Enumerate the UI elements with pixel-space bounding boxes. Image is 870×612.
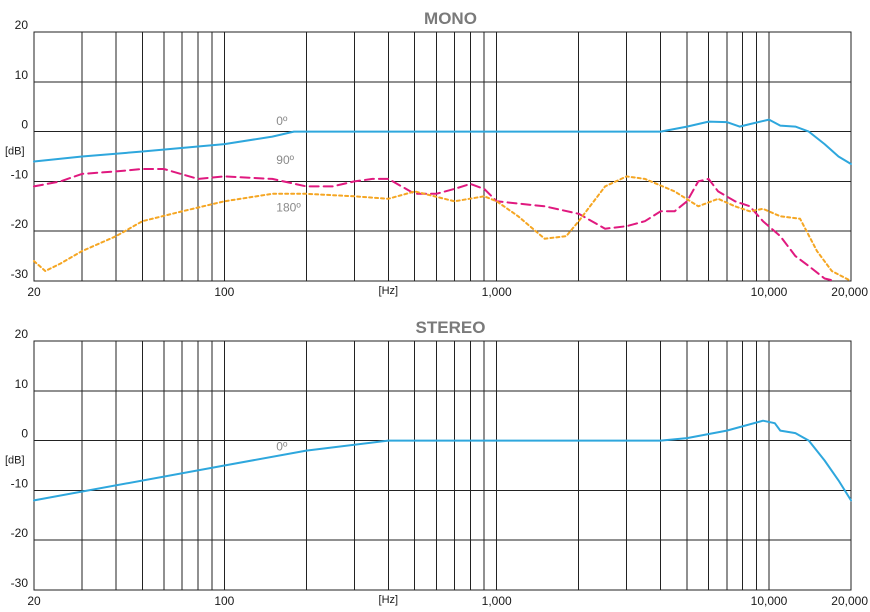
y-tick-label: 10: [15, 377, 29, 391]
x-tick-label: 10,000: [751, 594, 788, 608]
x-axis-label: [Hz]: [379, 594, 399, 606]
series-line-90deg: [33, 168, 837, 282]
plot-frame: [33, 340, 852, 591]
y-tick-label: 0: [21, 427, 28, 441]
y-tick-label: 0: [21, 118, 28, 132]
curve-label: 180º: [276, 200, 301, 214]
y-tick-label: -10: [11, 476, 29, 490]
y-tick-label: -20: [11, 526, 29, 540]
y-tick-label: -20: [11, 217, 29, 231]
x-tick-label: 1,000: [482, 285, 512, 299]
curve-label: 90º: [276, 153, 294, 167]
x-tick-label: 100: [214, 285, 234, 299]
y-axis-label: [dB]: [5, 455, 25, 467]
series-line-0deg: [33, 419, 852, 502]
x-tick-label: 100: [214, 594, 234, 608]
chart-title: STEREO: [416, 318, 486, 337]
series-line-0deg: [33, 118, 852, 165]
x-tick-label: 20,000: [831, 285, 868, 299]
x-tick-label: 20: [27, 285, 41, 299]
curve-label: 0º: [276, 114, 288, 128]
y-tick-label: 20: [15, 327, 29, 341]
x-axis-label: [Hz]: [379, 285, 399, 297]
y-tick-label: -10: [11, 167, 29, 181]
x-tick-label: 20: [27, 594, 41, 608]
y-axis-label: [dB]: [5, 146, 25, 158]
x-tick-label: 10,000: [751, 285, 788, 299]
chart-title: MONO: [424, 9, 477, 28]
y-tick-label: -30: [11, 576, 29, 590]
y-tick-label: -30: [11, 267, 29, 281]
series-line-180deg: [33, 175, 852, 282]
x-tick-label: 1,000: [482, 594, 512, 608]
y-tick-label: 20: [15, 18, 29, 32]
y-tick-label: 10: [15, 68, 29, 82]
plot-frame: [33, 31, 852, 282]
curve-label: 0º: [276, 440, 288, 454]
x-tick-label: 20,000: [831, 594, 868, 608]
